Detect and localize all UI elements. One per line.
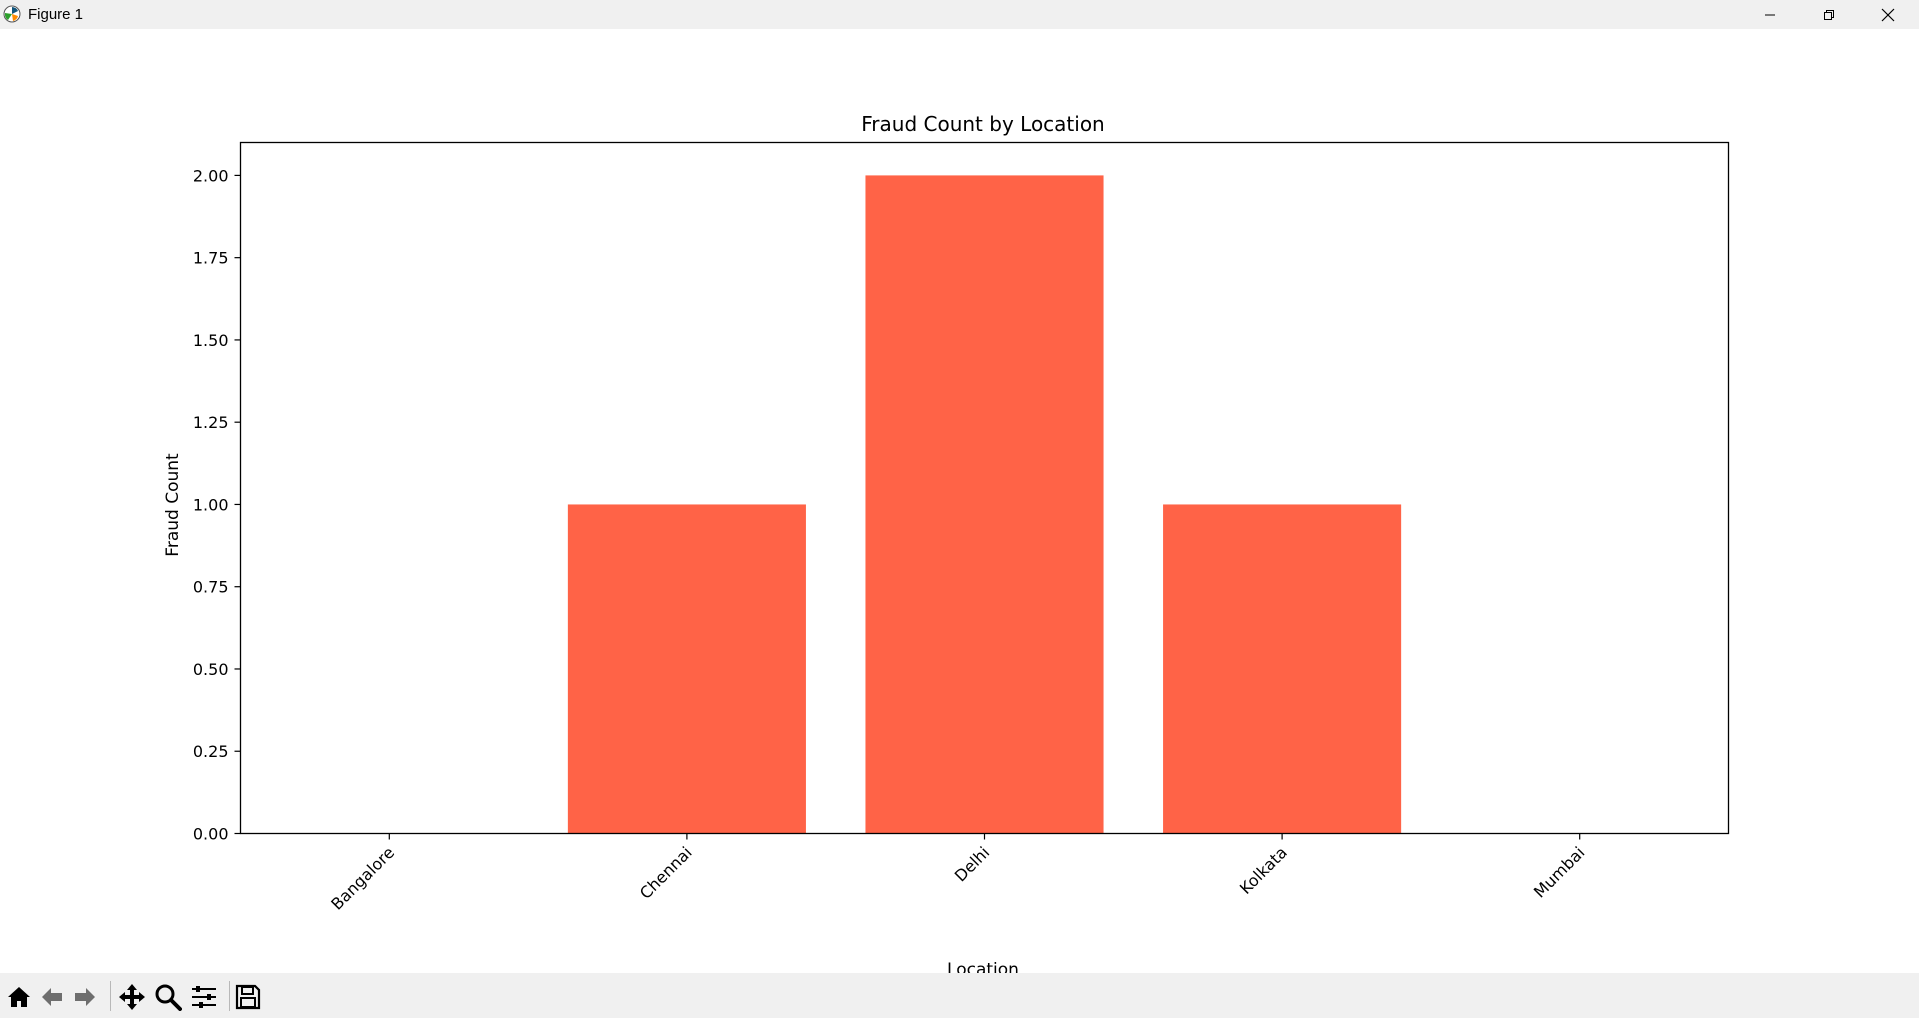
back-button[interactable] — [38, 983, 66, 1011]
pan-button[interactable] — [118, 983, 146, 1011]
close-button[interactable] — [1859, 0, 1917, 29]
y-tick-label: 1.00 — [193, 495, 229, 514]
window-title: Figure 1 — [28, 6, 84, 23]
chart-title: Fraud Count by Location — [861, 112, 1105, 136]
home-icon — [8, 987, 30, 1007]
y-tick-label: 0.50 — [193, 660, 229, 679]
y-axis-label: Fraud Count — [163, 453, 183, 557]
x-axis: Bangalore Chennai Delhi Kolkata Mumbai — [327, 833, 1589, 914]
x-tick-label: Chennai — [636, 843, 696, 903]
y-tick-label: 1.75 — [193, 249, 229, 268]
forward-button[interactable] — [71, 983, 99, 1011]
close-icon — [1881, 8, 1895, 21]
maximize-button[interactable] — [1800, 0, 1858, 29]
y-tick-label: 0.75 — [193, 578, 229, 597]
forward-icon — [75, 988, 95, 1006]
back-icon — [42, 988, 62, 1006]
x-tick-label: Mumbai — [1530, 843, 1589, 902]
bar-chart: Fraud Count by Location 0.00 0.25 0.50 0.75… — [163, 112, 1730, 980]
navigation-toolbar — [0, 973, 1919, 1018]
matplotlib-app-icon — [3, 5, 21, 23]
save-button[interactable] — [234, 983, 262, 1011]
home-button[interactable] — [5, 983, 33, 1011]
bars-group — [567, 175, 1402, 834]
pan-icon — [119, 984, 145, 1010]
bar-delhi — [865, 175, 1104, 834]
configure-subplots-button[interactable] — [190, 983, 218, 1011]
configure-subplots-icon — [192, 986, 216, 1008]
y-tick-label: 1.50 — [193, 331, 229, 350]
window-titlebar: Figure 1 — [0, 0, 1919, 29]
x-tick-label: Delhi — [951, 843, 994, 886]
bar-chennai — [567, 504, 806, 834]
y-tick-label: 2.00 — [193, 166, 229, 185]
figure-canvas[interactable]: Fraud Count by Location 0.00 0.25 0.50 0.75… — [0, 29, 1919, 980]
zoom-button[interactable] — [154, 983, 182, 1011]
y-tick-label: 0.00 — [193, 825, 229, 844]
save-icon — [235, 984, 261, 1010]
x-tick-label: Bangalore — [327, 843, 398, 914]
y-tick-label: 0.25 — [193, 742, 229, 761]
bar-kolkata — [1163, 504, 1402, 834]
y-tick-label: 1.25 — [193, 413, 229, 432]
toolbar-separator — [110, 981, 111, 1011]
minimize-icon — [1765, 14, 1775, 15]
maximize-icon — [1824, 9, 1834, 20]
minimize-button[interactable] — [1741, 0, 1799, 29]
x-tick-label: Kolkata — [1236, 843, 1291, 898]
x-axis-label: Location — [947, 960, 1019, 973]
y-axis: 0.00 0.25 0.50 0.75 1.00 1.25 1.50 1.75 2.00 — [193, 166, 241, 844]
zoom-icon — [155, 984, 182, 1011]
toolbar-separator — [229, 981, 230, 1011]
